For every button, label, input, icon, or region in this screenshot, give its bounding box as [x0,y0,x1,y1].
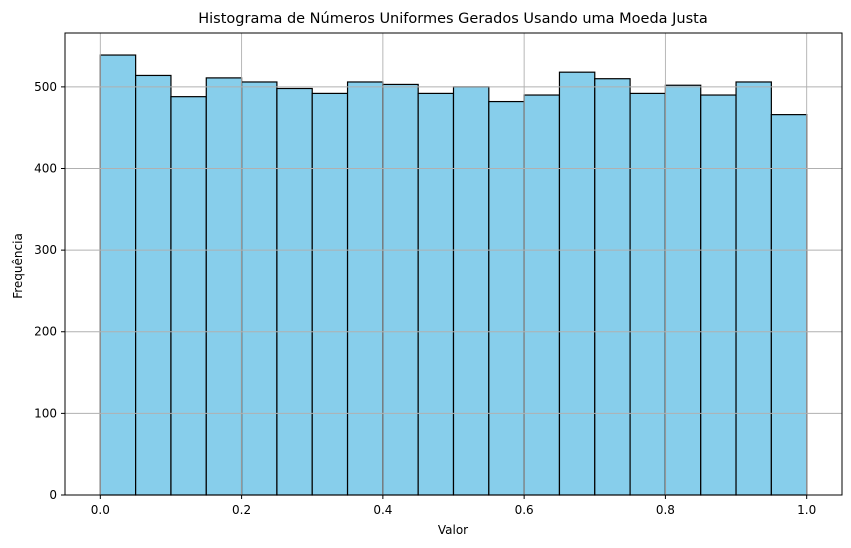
plot-frame [64,32,843,496]
histogram-bar [594,78,631,496]
x-tick-label: 1.0 [797,503,816,517]
histogram-bar [276,87,313,496]
histogram-bar [664,84,702,496]
chart-title: Histograma de Números Uniformes Gerados … [198,11,708,27]
histogram-bar [523,94,561,496]
histogram-bar [452,86,490,496]
histogram-bar [240,81,278,496]
histogram-bar [735,81,772,496]
x-tick-label: 0.4 [373,503,392,517]
histogram-bar [311,92,349,496]
histogram-bar [417,92,455,496]
x-tick-label: 0.6 [515,503,534,517]
x-axis-label: Valor [438,523,468,537]
histogram-bar [488,100,525,496]
histogram-bar [170,96,207,496]
y-tick-label: 300 [34,243,57,257]
histogram-bar [770,114,808,496]
histogram-bar [382,83,419,496]
y-tick-label: 0 [49,488,57,502]
y-tick-label: 500 [34,80,57,94]
histogram-bar [135,74,172,496]
histogram-bar [346,81,384,496]
x-tick-label: 0.2 [232,503,251,517]
histogram-bar [629,92,667,496]
y-tick-label: 100 [34,406,57,420]
y-axis-label: Frequência [11,233,25,299]
x-tick-label: 0.0 [91,503,110,517]
y-axis-ticks: 0 100 200 300 400 500 [34,80,65,502]
histogram-bar [99,54,137,496]
histogram-bar [700,94,737,496]
y-tick-label: 400 [34,161,57,175]
x-axis-ticks: 0.0 0.2 0.4 0.6 0.8 1.0 [91,495,816,517]
histogram-bars [99,54,808,496]
x-tick-label: 0.8 [656,503,675,517]
y-tick-label: 200 [34,325,57,339]
histogram-bar [558,71,596,496]
histogram-bar [205,77,243,496]
